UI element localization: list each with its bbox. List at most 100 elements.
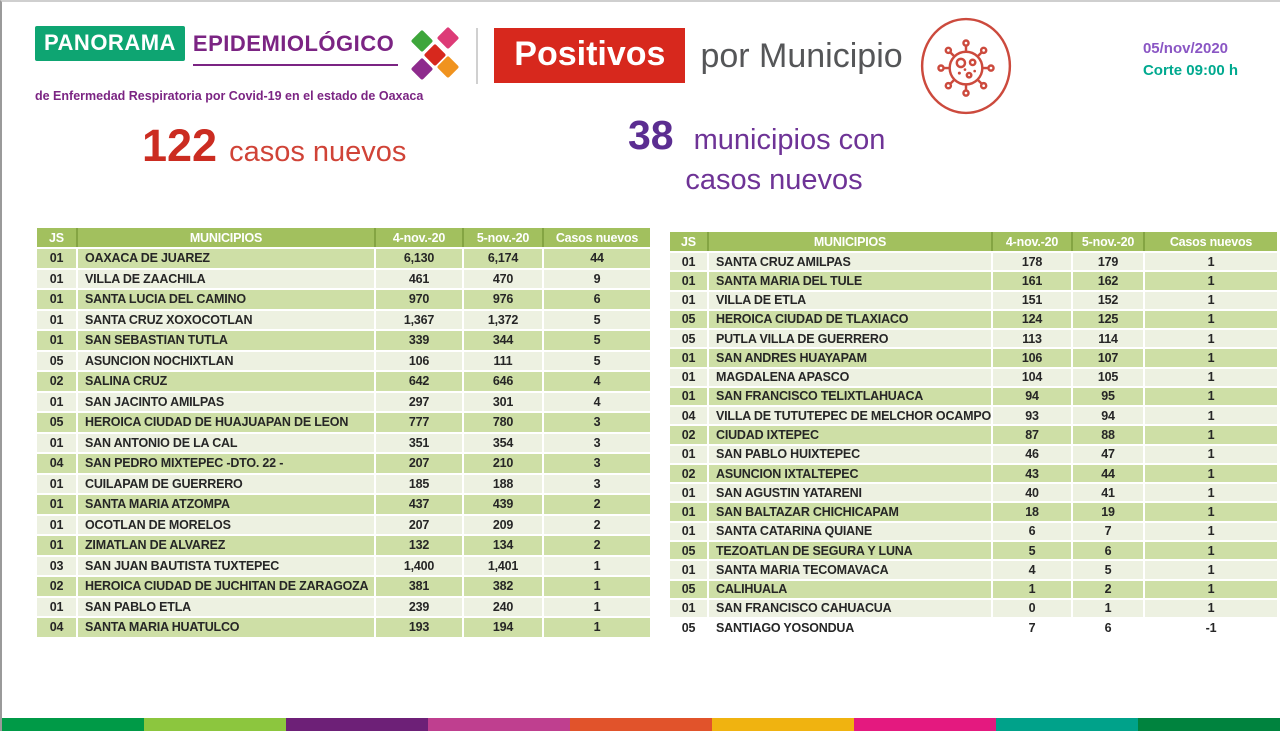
count-4nov: 1,367 bbox=[374, 309, 463, 331]
count-5nov: 194 bbox=[462, 617, 543, 639]
js-code: 05 bbox=[670, 618, 708, 639]
new-cases: 1 bbox=[1143, 309, 1277, 331]
table-row: 04 SANTA MARIA HUATULCO 193 194 1 bbox=[37, 617, 650, 639]
stats-row: 122 casos nuevos 38 municipios con casos… bbox=[2, 112, 1280, 212]
col-header-5nov: 5-nov.-20 bbox=[462, 228, 543, 249]
js-code: 01 bbox=[670, 386, 708, 408]
virus-icon bbox=[919, 16, 1013, 121]
new-cases: 1 bbox=[1143, 483, 1277, 504]
js-code: 02 bbox=[37, 371, 77, 393]
js-code: 05 bbox=[670, 540, 708, 562]
new-cases: 1 bbox=[1143, 386, 1277, 408]
new-cases: 5 bbox=[542, 330, 650, 352]
municipality-name: CALIHUALA bbox=[707, 579, 992, 600]
js-code: 01 bbox=[670, 252, 708, 273]
municipality-name: MAGDALENA APASCO bbox=[707, 367, 992, 388]
new-cases: 1 bbox=[1143, 560, 1277, 581]
count-4nov: 178 bbox=[991, 252, 1072, 273]
count-5nov: 6 bbox=[1071, 540, 1144, 562]
new-cases: 1 bbox=[542, 576, 650, 598]
table-row: 04 SAN PEDRO MIXTEPEC -DTO. 22 -207 210 3 bbox=[37, 453, 650, 475]
count-4nov: 1,400 bbox=[374, 555, 463, 577]
report-date-block: 05/nov/2020 Corte 09:00 h bbox=[1143, 38, 1238, 82]
table-row: 02 SALINA CRUZ 642 646 4 bbox=[37, 371, 650, 393]
count-4nov: 970 bbox=[374, 289, 463, 311]
count-5nov: 439 bbox=[462, 494, 543, 516]
count-4nov: 207 bbox=[374, 453, 463, 475]
municipality-name: ZIMATLAN DE ALVAREZ bbox=[76, 535, 375, 557]
header: PANORAMA EPIDEMIOLÓGICO de Enfermedad Re… bbox=[2, 2, 1280, 121]
municipality-name: SAN BALTAZAR CHICHICAPAM bbox=[707, 502, 992, 523]
new-cases: 5 bbox=[542, 350, 650, 372]
js-code: 01 bbox=[37, 330, 77, 352]
col-header-municipios: MUNICIPIOS bbox=[76, 228, 375, 249]
count-5nov: 152 bbox=[1071, 290, 1144, 311]
count-5nov: 19 bbox=[1071, 502, 1144, 523]
js-code: 01 bbox=[37, 473, 77, 495]
count-5nov: 470 bbox=[462, 268, 543, 290]
municipality-name: ASUNCION NOCHIXTLAN bbox=[76, 350, 375, 372]
footer-bar-segment bbox=[570, 718, 712, 731]
count-4nov: 40 bbox=[991, 483, 1072, 504]
col-header-municipios: MUNICIPIOS bbox=[707, 232, 992, 253]
count-4nov: 0 bbox=[991, 598, 1072, 620]
count-5nov: 111 bbox=[462, 350, 543, 372]
js-code: 01 bbox=[37, 268, 77, 290]
new-cases: 1 bbox=[1143, 271, 1277, 292]
table-row: 01 SANTA LUCIA DEL CAMINO 970 976 6 bbox=[37, 289, 650, 311]
table-row: 01 SAN FRANCISCO TELIXTLAHUACA 94 95 1 bbox=[670, 386, 1277, 408]
col-header-4nov: 4-nov.-20 bbox=[374, 228, 463, 249]
js-code: 01 bbox=[670, 290, 708, 311]
count-5nov: 95 bbox=[1071, 386, 1144, 408]
new-cases: 4 bbox=[542, 371, 650, 393]
municipality-name: SAN JUAN BAUTISTA TUXTEPEC bbox=[76, 555, 375, 577]
new-cases: 1 bbox=[1143, 579, 1277, 600]
municipalities-number: 38 bbox=[628, 112, 674, 158]
count-4nov: 132 bbox=[374, 535, 463, 557]
municipality-name: OCOTLAN DE MORELOS bbox=[76, 514, 375, 536]
footer-color-bar bbox=[2, 718, 1280, 731]
panorama-logo: PANORAMA EPIDEMIOLÓGICO de Enfermedad Re… bbox=[35, 26, 462, 103]
report-date: 05/nov/2020 bbox=[1142, 40, 1229, 57]
table-row: 01 SAN AGUSTIN YATARENI 40 41 1 bbox=[670, 483, 1277, 504]
count-5nov: 5 bbox=[1071, 560, 1144, 581]
js-code: 05 bbox=[670, 329, 708, 350]
municipality-name: SANTA CRUZ XOXOCOTLAN bbox=[76, 309, 375, 331]
new-cases: 1 bbox=[1143, 521, 1277, 542]
table-row: 01 SAN FRANCISCO CAHUACUA 0 1 1 bbox=[670, 598, 1277, 620]
right-municipality-table: JS MUNICIPIOS 4-nov.-20 5-nov.-20 Casos … bbox=[670, 232, 1277, 639]
count-4nov: 777 bbox=[374, 412, 463, 434]
footer-bar-segment bbox=[854, 718, 996, 731]
footer-bar-segment bbox=[2, 718, 144, 731]
footer-bar-segment bbox=[286, 718, 428, 731]
js-code: 02 bbox=[37, 576, 77, 598]
new-cases: 3 bbox=[542, 432, 650, 454]
municipality-name: VILLA DE ETLA bbox=[707, 290, 992, 311]
count-5nov: 210 bbox=[462, 453, 543, 475]
count-5nov: 1,401 bbox=[462, 555, 543, 577]
count-4nov: 339 bbox=[374, 330, 463, 352]
table-row: 01 SAN ANTONIO DE LA CAL 351 354 3 bbox=[37, 432, 650, 454]
count-4nov: 7 bbox=[991, 618, 1072, 639]
col-header-js: JS bbox=[37, 228, 77, 249]
count-5nov: 354 bbox=[462, 432, 543, 454]
municipality-name: SAN ANDRES HUAYAPAM bbox=[707, 348, 992, 369]
municipality-name: PUTLA VILLA DE GUERRERO bbox=[707, 329, 992, 350]
count-5nov: 240 bbox=[462, 596, 543, 618]
new-cases: 2 bbox=[542, 514, 650, 536]
municipality-name: HEROICA CIUDAD DE TLAXIACO bbox=[707, 309, 992, 331]
table-row: 01 SANTA MARIA TECOMAVACA 4 5 1 bbox=[670, 560, 1277, 581]
new-cases-stat: 122 casos nuevos bbox=[142, 120, 406, 172]
footer-bar-segment bbox=[1138, 718, 1280, 731]
municipality-name: SAN FRANCISCO TELIXTLAHUACA bbox=[707, 386, 992, 408]
footer-bar-segment bbox=[428, 718, 570, 731]
count-4nov: 161 bbox=[991, 271, 1072, 292]
table-row: 05 CALIHUALA 1 2 1 bbox=[670, 579, 1277, 600]
count-4nov: 6 bbox=[991, 521, 1072, 542]
new-cases: -1 bbox=[1143, 618, 1277, 639]
js-code: 04 bbox=[37, 617, 77, 639]
municipality-name: OAXACA DE JUAREZ bbox=[76, 248, 375, 270]
new-cases-label: casos nuevos bbox=[229, 136, 407, 168]
count-5nov: 107 bbox=[1071, 348, 1144, 369]
